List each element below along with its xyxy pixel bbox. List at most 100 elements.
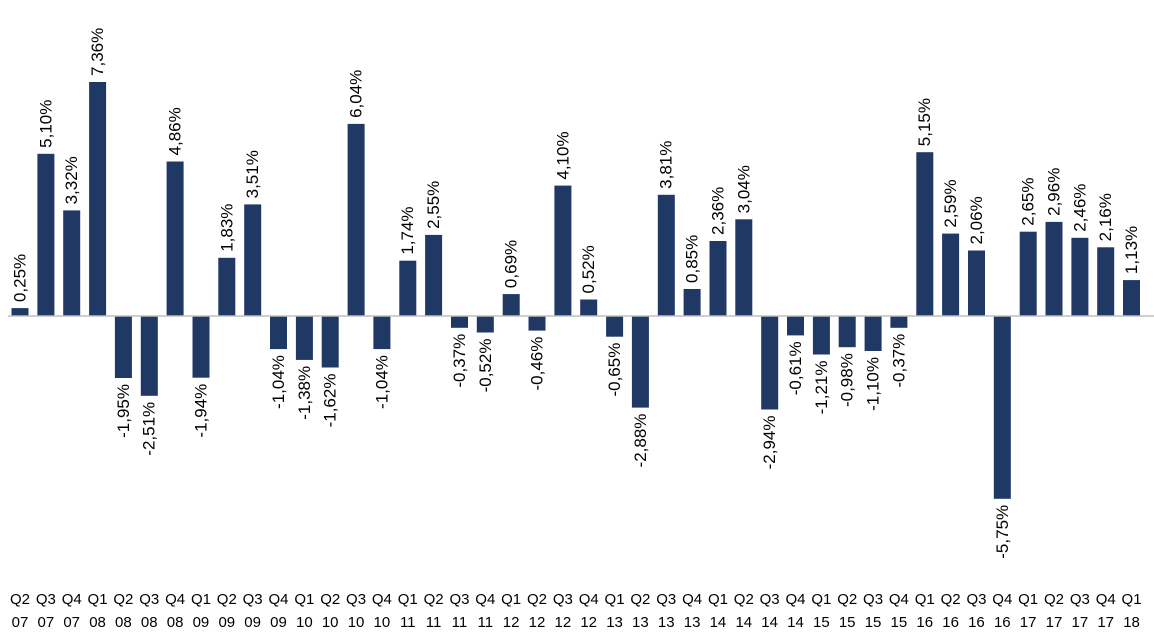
- category-year-label: 09: [218, 614, 235, 631]
- category-quarter-label: Q4: [372, 591, 392, 608]
- category-labels-group: Q2 07 Q3 07 Q4 07 Q1 08 Q2 08 Q3 08 Q4 08 Q1 09 Q2 09 Q3 09…: [10, 591, 1142, 631]
- category-year-label: 17: [1020, 614, 1037, 631]
- category-year-label: 15: [839, 614, 856, 631]
- category-year-label: 07: [38, 614, 55, 631]
- category-quarter-label: Q3: [553, 591, 573, 608]
- bar-q3-15: [864, 316, 882, 351]
- category-quarter-label: Q3: [760, 591, 780, 608]
- value-label: -1,94%: [191, 384, 210, 438]
- value-label: -1,21%: [812, 360, 831, 414]
- category-quarter-label: Q4: [682, 591, 702, 608]
- bar-q2-15: [838, 316, 856, 348]
- category-year-label: 11: [452, 614, 468, 631]
- category-year-label: 12: [529, 614, 546, 631]
- category-year-label: 08: [115, 614, 132, 631]
- value-label: 6,04%: [347, 70, 366, 118]
- category-year-label: 14: [710, 614, 727, 631]
- value-label: -1,62%: [321, 374, 340, 428]
- value-label: 2,36%: [708, 187, 727, 235]
- bar-q2-12: [528, 316, 546, 331]
- value-label: 3,81%: [657, 141, 676, 189]
- bar-q2-11: [425, 234, 443, 316]
- value-label: -2,51%: [140, 402, 159, 456]
- bar-q4-09: [270, 316, 287, 350]
- category-year-label: 10: [348, 614, 365, 631]
- value-label: 2,59%: [941, 179, 960, 227]
- category-year-label: 07: [63, 614, 80, 631]
- category-quarter-label: Q1: [501, 591, 521, 608]
- bar-q4-13: [683, 289, 701, 316]
- category-quarter-label: Q3: [656, 591, 676, 608]
- category-quarter-label: Q3: [346, 591, 366, 608]
- value-label: 0,85%: [683, 235, 702, 283]
- value-label: 7,36%: [88, 28, 107, 76]
- bar-q1-13: [606, 316, 624, 337]
- bar-q3-12: [554, 185, 572, 316]
- value-label: 1,13%: [1122, 226, 1141, 274]
- value-label: 3,32%: [62, 156, 81, 204]
- category-year-label: 15: [865, 614, 882, 631]
- bar-q1-08: [89, 82, 107, 316]
- bar-q1-17: [1019, 231, 1037, 316]
- bar-q4-17: [1097, 247, 1115, 316]
- category-quarter-label: Q2: [10, 591, 30, 608]
- category-quarter-label: Q3: [243, 591, 263, 608]
- value-label: -0,37%: [889, 334, 908, 388]
- bar-q3-17: [1071, 237, 1089, 316]
- category-year-label: 14: [735, 614, 752, 631]
- value-label: 0,52%: [579, 245, 598, 293]
- category-quarter-label: Q2: [527, 591, 547, 608]
- category-year-label: 12: [503, 614, 520, 631]
- category-year-label: 12: [555, 614, 572, 631]
- value-label: -0,65%: [605, 343, 624, 397]
- category-year-label: 14: [787, 614, 804, 631]
- category-quarter-label: Q1: [1018, 591, 1038, 608]
- bar-q2-16: [942, 233, 960, 316]
- category-year-label: 17: [1046, 614, 1063, 631]
- value-label: -0,52%: [476, 339, 495, 393]
- category-quarter-label: Q4: [1096, 591, 1116, 608]
- category-quarter-label: Q4: [62, 591, 82, 608]
- category-quarter-label: Q4: [992, 591, 1012, 608]
- bar-q2-08: [114, 316, 132, 378]
- category-year-label: 07: [12, 614, 29, 631]
- category-quarter-label: Q1: [398, 591, 418, 608]
- category-year-label: 16: [916, 614, 933, 631]
- bar-q2-13: [631, 316, 649, 408]
- category-quarter-label: Q4: [268, 591, 288, 608]
- category-year-label: 08: [89, 614, 106, 631]
- category-quarter-label: Q1: [294, 591, 314, 608]
- bar-q1-11: [399, 260, 417, 316]
- category-year-label: 08: [141, 614, 158, 631]
- bar-q3-14: [761, 316, 779, 410]
- category-quarter-label: Q3: [966, 591, 986, 608]
- category-year-label: 09: [244, 614, 261, 631]
- category-year-label: 15: [813, 614, 830, 631]
- category-quarter-label: Q1: [605, 591, 625, 608]
- category-year-label: 16: [942, 614, 959, 631]
- category-year-label: 11: [478, 614, 494, 631]
- value-label: -1,04%: [269, 355, 288, 409]
- value-label: -1,04%: [372, 355, 391, 409]
- category-quarter-label: Q1: [191, 591, 211, 608]
- value-label: -1,10%: [864, 357, 883, 411]
- bar-q2-14: [735, 219, 753, 316]
- value-label: 3,51%: [243, 150, 262, 198]
- category-year-label: 08: [167, 614, 184, 631]
- category-quarter-label: Q1: [915, 591, 935, 608]
- category-quarter-label: Q2: [941, 591, 961, 608]
- category-quarter-label: Q4: [165, 591, 185, 608]
- category-year-label: 13: [606, 614, 623, 631]
- category-year-label: 10: [322, 614, 339, 631]
- value-label: -5,75%: [993, 505, 1012, 559]
- category-quarter-label: Q4: [889, 591, 909, 608]
- value-label: 1,83%: [217, 204, 236, 252]
- category-year-label: 13: [658, 614, 675, 631]
- bar-q2-09: [218, 257, 236, 316]
- bars-group: [11, 82, 1140, 499]
- bar-q1-10: [295, 316, 313, 360]
- value-label: -2,94%: [760, 415, 779, 469]
- value-label: 2,46%: [1070, 184, 1089, 232]
- category-quarter-label: Q1: [1122, 591, 1142, 608]
